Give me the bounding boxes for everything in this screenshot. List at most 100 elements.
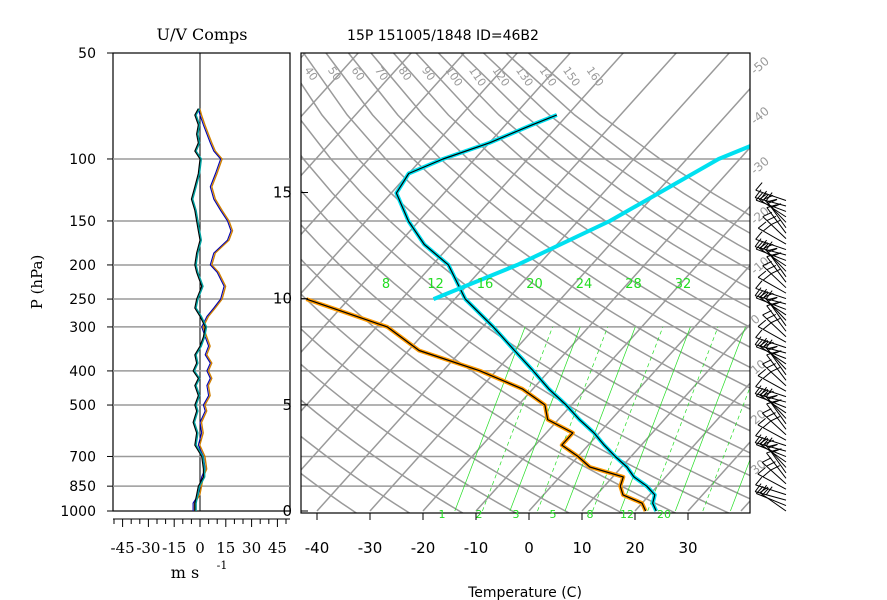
wind-barb-staff [757,424,787,441]
wind-barb-staff [756,444,787,457]
skewt-x-axis-label: Temperature (C) [467,585,582,600]
wind-barb-flag [754,287,762,296]
wind-barb-staff [758,227,787,245]
potential-temperature-label: 150 [560,64,583,89]
dry-adiabat-line [370,53,750,348]
wind-barb-flag [765,388,773,397]
pressure-tick-label: 850 [69,479,96,495]
pressure-tick-label: 150 [69,214,96,230]
dry-adiabat-line [302,53,750,410]
wind-barb-staff [755,484,787,496]
wind-barb-staff [764,443,787,468]
wind-barbs [754,182,787,512]
wind-barb-staff [755,337,787,349]
wind-barb-flag [755,378,763,387]
dry-adiabat-line [301,189,750,500]
wind-barb-flag [767,248,778,253]
pressure-tick-label: 250 [69,292,96,308]
uv-plot-frame [112,52,291,512]
wind-barb-flag [757,319,767,327]
wind-barb-staff [762,363,787,387]
wind-barb-staff [756,493,787,507]
mixing-ratio-bottom-label: 1 [439,508,446,521]
dry-adiabat-line [505,53,750,235]
wind-barb-staff [763,247,787,272]
wind-barb-flag [754,385,762,394]
potential-temperature-label: 60 [349,64,368,83]
wind-barb-staff [755,248,787,261]
wind-barb-staff [757,375,787,392]
uv-panel: U/V Comps 501001502002503004005007008501… [28,25,750,582]
temperature-tick-label: 10 [572,539,591,557]
wind-barb-flag [755,329,763,338]
potential-temperature-label: 40 [302,64,321,83]
wind-barb-flag [761,488,769,497]
mixing-ratio-bottom-label: 8 [587,508,594,521]
dry-adiabat-line [347,53,750,369]
wind-barb-staff [766,452,787,479]
height-tick-label: 0 [282,502,292,520]
pressure-tick-label: 700 [69,449,96,465]
mixing-ratio-label: 8 [382,277,390,292]
wind-barb-staff [755,491,787,501]
wind-barb-staff [754,295,787,305]
wind-barb-flag [755,280,763,289]
dewpoint-profile [306,298,647,512]
wind-barb-staff [762,265,787,289]
wind-barb-flag [761,292,769,301]
wind-barb-flag [755,241,764,250]
isotherm-line [301,53,412,177]
wind-barb-flag [770,219,781,225]
wind-barb-flag [755,476,763,486]
wind-barb-staff [755,435,787,447]
wind-barb-staff [755,297,787,310]
wind-barb-staff [759,394,787,414]
wind-barb-flag [765,339,773,348]
speed-tick-label: -45 [111,539,135,557]
dry-adiabat-line [301,258,678,513]
wind-barb-flag [760,435,768,445]
wind-barb-flag [760,288,767,298]
wind-barb-flag [760,190,767,200]
wind-barb-flag [760,239,767,249]
wind-barb-staff [755,189,787,202]
v-component-shade [193,108,234,511]
dry-adiabat-line [301,472,358,513]
mixing-ratio-label: 12 [427,277,444,292]
temperature-tick-label: 20 [625,539,644,557]
wind-barb-flag [755,427,763,437]
wind-barb-flag [757,368,766,377]
isotherm-line [316,53,730,512]
temperature-tick-label: -10 [464,539,489,557]
isotherm-line [301,53,571,354]
potential-temperature-label: 90 [419,64,438,83]
wind-barb-staff [763,394,787,419]
wind-barb-flag [770,317,781,324]
wind-barb-staff [755,386,787,398]
isotherm-line [687,440,750,512]
wind-barb-flag [754,238,762,247]
wind-barb-flag [761,341,769,350]
uv-y-axis-label: P (hPa) [28,255,46,310]
mixing-ratio-bottom-label: 12 [620,508,634,521]
wind-barb-flag [761,390,769,399]
wind-barb-staff [754,442,787,452]
wind-barb-flag [754,434,762,443]
wind-barb-staff [758,247,787,267]
uv-panel-title: U/V Comps [156,25,247,44]
speed-tick-label: 15 [216,539,235,557]
mixing-ratio-bottom-label: 20 [657,508,671,521]
dry-adiabat-line [325,53,750,389]
wind-barb-staff [755,199,787,212]
height-tick-label: 15 [273,183,292,201]
wind-barb-staff [757,326,787,343]
isotherm-line [794,53,887,511]
isotherm-line [634,382,750,512]
mixing-ratio-line [619,326,691,512]
temperature-tick-label: -20 [411,539,436,557]
isotherm-line [301,53,677,472]
wind-barb-flag [762,469,771,478]
wind-barb-flag [767,297,778,302]
dry-adiabat-line [437,53,750,290]
